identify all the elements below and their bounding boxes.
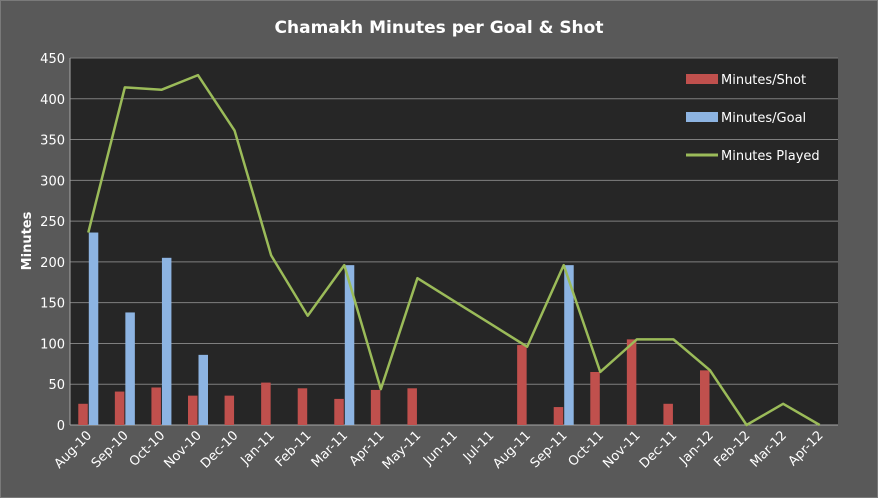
y-tick-label: 400	[40, 93, 65, 108]
x-tick-label: Dec-11	[637, 428, 680, 471]
x-tick-label: Sep-10	[89, 428, 132, 471]
bar-minutes-goal	[161, 257, 172, 425]
bar-minutes-shot	[553, 407, 564, 425]
y-tick-label: 350	[40, 134, 65, 149]
x-tick-labels: Aug-10Sep-10Oct-10Nov-10Dec-10Jan-11Feb-…	[52, 428, 827, 472]
minutes-played-line	[87, 73, 821, 427]
y-tick-labels: 0 50 100 150 200 250 300 350 400 450	[40, 52, 65, 434]
x-tick-label: Dec-10	[198, 428, 241, 471]
y-tick-label: 300	[40, 174, 65, 189]
bar-minutes-shot	[297, 388, 308, 425]
x-tick-label: Oct-11	[566, 428, 608, 470]
minutes-played-line-group	[87, 73, 821, 427]
y-tick-label: 50	[48, 378, 65, 393]
bar-minutes-shot	[78, 403, 88, 425]
x-tick-label: Nov-10	[162, 428, 205, 471]
bar-minutes-shot	[334, 398, 344, 425]
x-tick-label: Jan-11	[237, 428, 278, 469]
x-tick-label: Apr-12	[786, 428, 827, 469]
y-axis-label: Minutes	[20, 211, 35, 270]
bar-minutes-goal	[344, 265, 355, 425]
legend-label-minutes-played: Minutes Played	[721, 149, 820, 164]
x-tick-label: Oct-10	[127, 428, 169, 470]
y-tick-label: 450	[40, 52, 65, 67]
x-tick-label: Aug-10	[52, 428, 96, 472]
bar-minutes-goal	[125, 312, 135, 425]
legend-swatch-minutes-goal	[686, 112, 718, 122]
bar-minutes-shot	[188, 395, 198, 425]
gridlines	[69, 57, 838, 426]
bar-minutes-goal	[564, 265, 574, 425]
y-tick-label: 0	[57, 419, 65, 434]
legend-label-minutes-shot: Minutes/Shot	[721, 73, 806, 88]
bar-minutes-shot	[407, 388, 417, 425]
bar-minutes-shot	[114, 391, 125, 425]
y-tick-label: 200	[40, 256, 65, 271]
x-tick-label: Jan-12	[676, 428, 717, 469]
x-tick-label: Feb-12	[712, 428, 754, 470]
x-tick-label: Sep-11	[528, 428, 571, 471]
legend: Minutes/Shot Minutes/Goal Minutes Played	[686, 73, 820, 164]
x-tick-label: May-11	[380, 428, 424, 472]
bar-minutes-shot	[370, 389, 381, 425]
x-tick-label: Nov-11	[600, 428, 643, 471]
x-tick-label: Jun-11	[420, 428, 461, 469]
bar-minutes-shot	[590, 371, 600, 425]
bar-minutes-shot	[700, 370, 710, 425]
chart-title: Chamakh Minutes per Goal & Shot	[275, 18, 604, 38]
y-tick-label: 100	[40, 337, 65, 352]
x-tick-label: Mar-11	[309, 428, 351, 470]
bar-minutes-shot	[517, 345, 527, 425]
legend-swatch-minutes-shot	[686, 74, 718, 84]
y-tick-label: 250	[40, 215, 65, 230]
bar-minutes-shot	[151, 387, 161, 425]
y-tick-label: 150	[40, 297, 65, 312]
x-tick-label: Feb-11	[273, 428, 315, 470]
bar-minutes-shot	[663, 403, 673, 425]
legend-label-minutes-goal: Minutes/Goal	[721, 111, 806, 126]
x-tick-label: Aug-11	[490, 428, 534, 472]
x-tick-label: Mar-12	[748, 428, 790, 470]
bars	[78, 232, 710, 425]
bar-minutes-goal	[198, 354, 208, 425]
bar-minutes-shot	[224, 395, 235, 425]
bar-minutes-shot	[626, 339, 637, 425]
bar-minutes-shot	[261, 382, 271, 425]
bar-minutes-goal	[88, 232, 99, 425]
